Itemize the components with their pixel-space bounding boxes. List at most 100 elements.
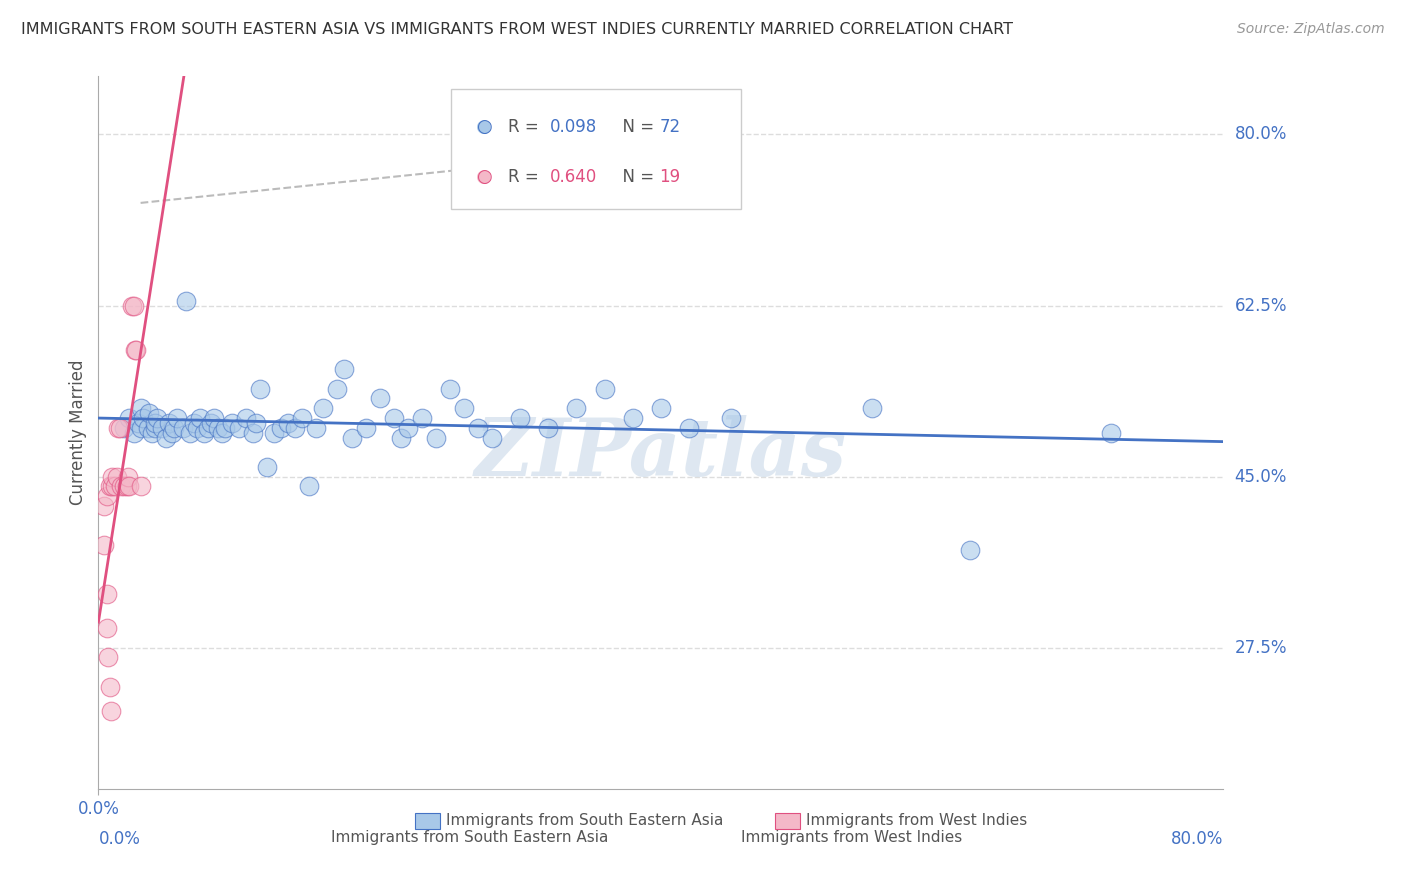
- Point: [157, 416, 180, 430]
- Text: Source: ZipAtlas.com: Source: ZipAtlas.com: [1237, 22, 1385, 37]
- Point: [396, 421, 419, 435]
- Point: [108, 421, 131, 435]
- Point: [172, 421, 194, 435]
- Point: [160, 425, 183, 440]
- Point: [242, 425, 264, 440]
- Point: [100, 704, 122, 718]
- Text: Immigrants from South Eastern Asia: Immigrants from South Eastern Asia: [446, 814, 723, 828]
- Point: [96, 621, 118, 635]
- Point: [166, 411, 188, 425]
- Text: ZIPatlas: ZIPatlas: [475, 416, 846, 492]
- Point: [284, 421, 307, 435]
- Point: [537, 421, 560, 435]
- Point: [193, 425, 215, 440]
- Point: [678, 421, 700, 435]
- Text: 0.640: 0.640: [550, 168, 598, 186]
- Point: [340, 430, 363, 444]
- Point: [509, 411, 531, 425]
- Text: IMMIGRANTS FROM SOUTH EASTERN ASIA VS IMMIGRANTS FROM WEST INDIES CURRENTLY MARR: IMMIGRANTS FROM SOUTH EASTERN ASIA VS IM…: [21, 22, 1014, 37]
- Text: R =: R =: [508, 118, 544, 136]
- Point: [211, 425, 233, 440]
- Point: [107, 421, 129, 435]
- Text: 0.0%: 0.0%: [98, 830, 141, 847]
- Point: [117, 469, 139, 483]
- Point: [202, 411, 225, 425]
- Text: Immigrants from West Indies: Immigrants from West Indies: [741, 830, 963, 845]
- Point: [188, 411, 211, 425]
- Text: Immigrants from West Indies: Immigrants from West Indies: [806, 814, 1026, 828]
- Point: [129, 401, 152, 416]
- Point: [122, 425, 145, 440]
- Point: [104, 479, 127, 493]
- Point: [200, 416, 222, 430]
- Text: 19: 19: [659, 168, 681, 186]
- Point: [197, 421, 219, 435]
- Point: [228, 421, 250, 435]
- Point: [860, 401, 883, 416]
- Text: Immigrants from South Eastern Asia: Immigrants from South Eastern Asia: [330, 830, 609, 845]
- Point: [122, 299, 145, 313]
- Point: [312, 401, 335, 416]
- Point: [118, 411, 141, 425]
- Text: ○: ○: [475, 168, 492, 186]
- Point: [138, 406, 160, 420]
- Text: 72: 72: [659, 118, 681, 136]
- Point: [146, 411, 169, 425]
- Point: [186, 421, 208, 435]
- Point: [214, 421, 236, 435]
- Point: [150, 421, 173, 435]
- Point: [97, 650, 120, 665]
- Point: [263, 425, 285, 440]
- Point: [425, 430, 447, 444]
- Text: N =: N =: [612, 118, 659, 136]
- Point: [277, 416, 299, 430]
- Text: ○: ○: [475, 118, 492, 136]
- Point: [221, 416, 243, 430]
- Point: [132, 411, 155, 425]
- Point: [110, 479, 132, 493]
- Text: N =: N =: [612, 168, 659, 186]
- Point: [305, 421, 328, 435]
- Point: [143, 421, 166, 435]
- Point: [125, 343, 148, 357]
- Point: [136, 421, 159, 435]
- Text: 27.5%: 27.5%: [1234, 639, 1286, 657]
- Point: [93, 499, 115, 513]
- Point: [368, 392, 391, 406]
- Point: [256, 459, 278, 474]
- Text: R =: R =: [508, 168, 544, 186]
- Point: [389, 430, 412, 444]
- Point: [143, 416, 166, 430]
- Point: [326, 382, 349, 396]
- Y-axis label: Currently Married: Currently Married: [69, 359, 87, 506]
- Point: [411, 411, 433, 425]
- Point: [96, 587, 118, 601]
- Point: [93, 538, 115, 552]
- Point: [249, 382, 271, 396]
- Point: [354, 421, 377, 435]
- Point: [98, 680, 121, 694]
- Point: [245, 416, 267, 430]
- Text: 0.098: 0.098: [550, 118, 598, 136]
- Point: [118, 479, 141, 493]
- Point: [121, 299, 143, 313]
- Point: [127, 416, 149, 430]
- Point: [720, 411, 742, 425]
- Point: [174, 293, 197, 308]
- Text: 45.0%: 45.0%: [1234, 467, 1286, 485]
- Point: [298, 479, 321, 493]
- Point: [98, 479, 121, 493]
- Text: ●: ●: [475, 168, 492, 186]
- Point: [453, 401, 475, 416]
- Text: 80.0%: 80.0%: [1171, 830, 1223, 847]
- Point: [105, 469, 128, 483]
- Point: [593, 382, 616, 396]
- Point: [115, 479, 138, 493]
- Point: [101, 479, 124, 493]
- Point: [207, 421, 229, 435]
- Text: ●: ●: [475, 118, 492, 136]
- Point: [183, 416, 205, 430]
- Text: 62.5%: 62.5%: [1234, 296, 1286, 315]
- Point: [467, 421, 489, 435]
- Point: [129, 479, 152, 493]
